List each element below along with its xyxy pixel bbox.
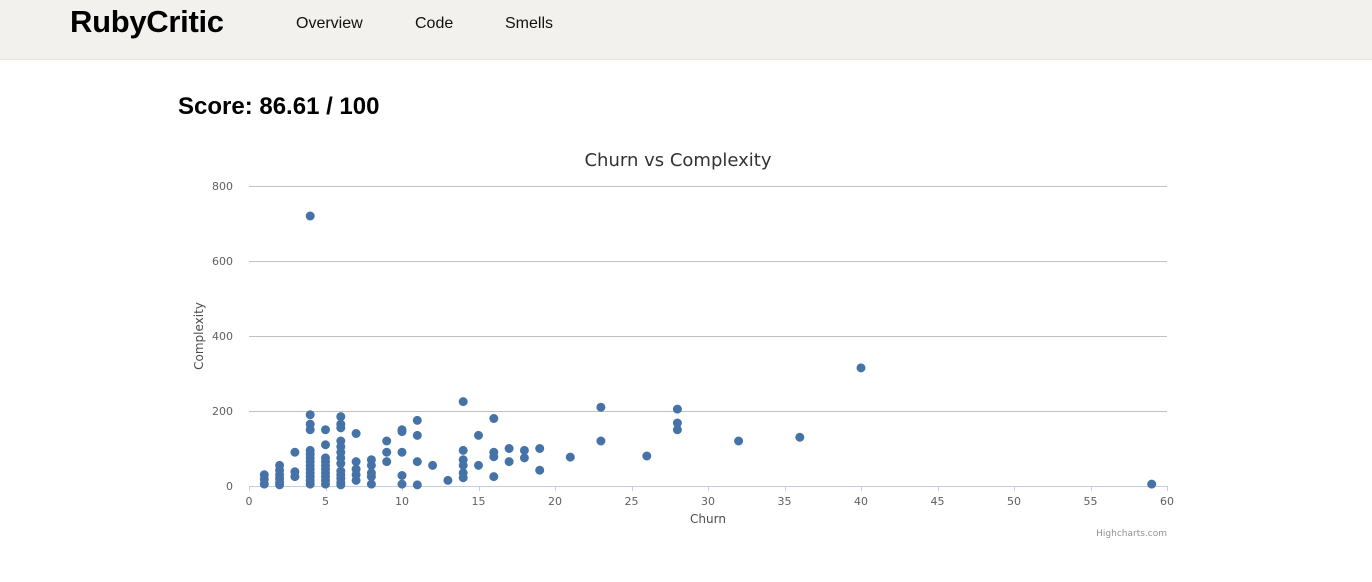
scatter-point[interactable] [734,436,744,446]
scatter-point[interactable] [397,447,407,457]
scatter-point[interactable] [672,418,682,428]
points-layer [259,211,1157,490]
scatter-point[interactable] [458,473,468,483]
axis-layer: 0 200 400 600 800 0 5 10 15 20 25 30 35 40 45 50 55 60 [212,180,1174,508]
nav-overview-link[interactable]: Overview [296,15,363,32]
x-tick-label: 35 [778,495,792,508]
x-tick-label: 15 [472,495,486,508]
x-tick-label: 40 [854,495,868,508]
scatter-point[interactable] [672,425,682,435]
scatter-point[interactable] [474,460,483,470]
scatter-point[interactable] [351,457,361,467]
scatter-point[interactable] [382,447,392,457]
scatter-point[interactable] [275,460,285,470]
scatter-point[interactable] [1147,479,1157,489]
highcharts-credits[interactable]: Highcharts.com [1096,529,1167,539]
scatter-point[interactable] [795,432,805,442]
scatter-point[interactable] [366,479,376,489]
scatter-point[interactable] [290,467,300,477]
x-tick-label: 50 [1007,495,1021,508]
scatter-point[interactable] [412,430,422,440]
scatter-point[interactable] [290,447,300,457]
scatter-point[interactable] [321,425,330,435]
scatter-point[interactable] [305,425,315,435]
x-tick-label: 45 [931,495,945,508]
score-heading: Score: 86.61 / 100 [178,93,380,120]
scatter-point[interactable] [672,404,682,414]
scatter-point[interactable] [336,480,346,490]
scatter-point[interactable] [351,429,361,438]
x-tick-label: 10 [395,495,409,508]
x-tick-label: 5 [322,495,329,508]
top-navbar: RubyCritic Overview Code Smells [0,0,1372,60]
scatter-point[interactable] [489,414,499,423]
y-axis-label: Complexity [192,302,206,370]
x-tick-label: 20 [548,495,562,508]
scatter-point[interactable] [565,452,575,462]
scatter-point[interactable] [397,471,407,480]
x-tick-label: 55 [1084,495,1098,508]
scatter-point[interactable] [397,427,407,437]
y-tick-label: 400 [212,330,233,343]
y-tick-label: 0 [226,480,233,493]
scatter-point[interactable] [259,470,269,480]
scatter-point[interactable] [458,397,468,407]
x-axis-label: Churn [690,512,726,526]
scatter-point[interactable] [504,457,514,467]
scatter-point[interactable] [596,402,606,412]
scatter-point[interactable] [428,460,438,470]
scatter-point[interactable] [535,465,545,475]
nav-code-link[interactable]: Code [415,15,454,32]
brand-logo-link[interactable]: RubyCritic [70,4,224,39]
nav-smells-link[interactable]: Smells [505,15,554,32]
scatter-point[interactable] [474,430,483,440]
scatter-point[interactable] [489,452,499,462]
y-tick-label: 200 [212,405,233,418]
scatter-point[interactable] [336,412,346,422]
scatter-point[interactable] [412,415,422,425]
scatter-point[interactable] [305,410,315,420]
scatter-point[interactable] [596,436,606,446]
scatter-point[interactable] [856,363,866,373]
scatter-point[interactable] [642,451,652,461]
scatter-point[interactable] [382,457,392,467]
scatter-point[interactable] [305,211,315,221]
chart-title: Churn vs Complexity [584,150,771,171]
scatter-point[interactable] [504,444,514,453]
scatter-point[interactable] [458,445,468,455]
scatter-point[interactable] [336,423,346,433]
scatter-point[interactable] [366,472,376,482]
scatter-point[interactable] [519,445,529,455]
scatter-point[interactable] [305,479,315,489]
scatter-point[interactable] [321,479,330,489]
y-tick-label: 600 [212,255,233,268]
scatter-point[interactable] [351,475,361,485]
scatter-point[interactable] [366,460,376,470]
scatter-point[interactable] [443,475,453,485]
scatter-point[interactable] [397,479,407,489]
x-tick-label: 60 [1160,495,1174,508]
scatter-point[interactable] [458,460,468,470]
scatter-point[interactable] [412,457,422,467]
x-tick-label: 0 [246,495,253,508]
scatter-point[interactable] [336,459,346,468]
scatter-point[interactable] [321,440,330,450]
scatter-point[interactable] [535,444,545,453]
scatter-point[interactable] [489,472,499,482]
x-tick-label: 25 [625,495,639,508]
scatter-point[interactable] [519,453,529,463]
x-tick-label: 30 [701,495,715,508]
scatter-point[interactable] [382,436,392,446]
scatter-point[interactable] [412,480,422,490]
y-tick-label: 800 [212,180,233,193]
